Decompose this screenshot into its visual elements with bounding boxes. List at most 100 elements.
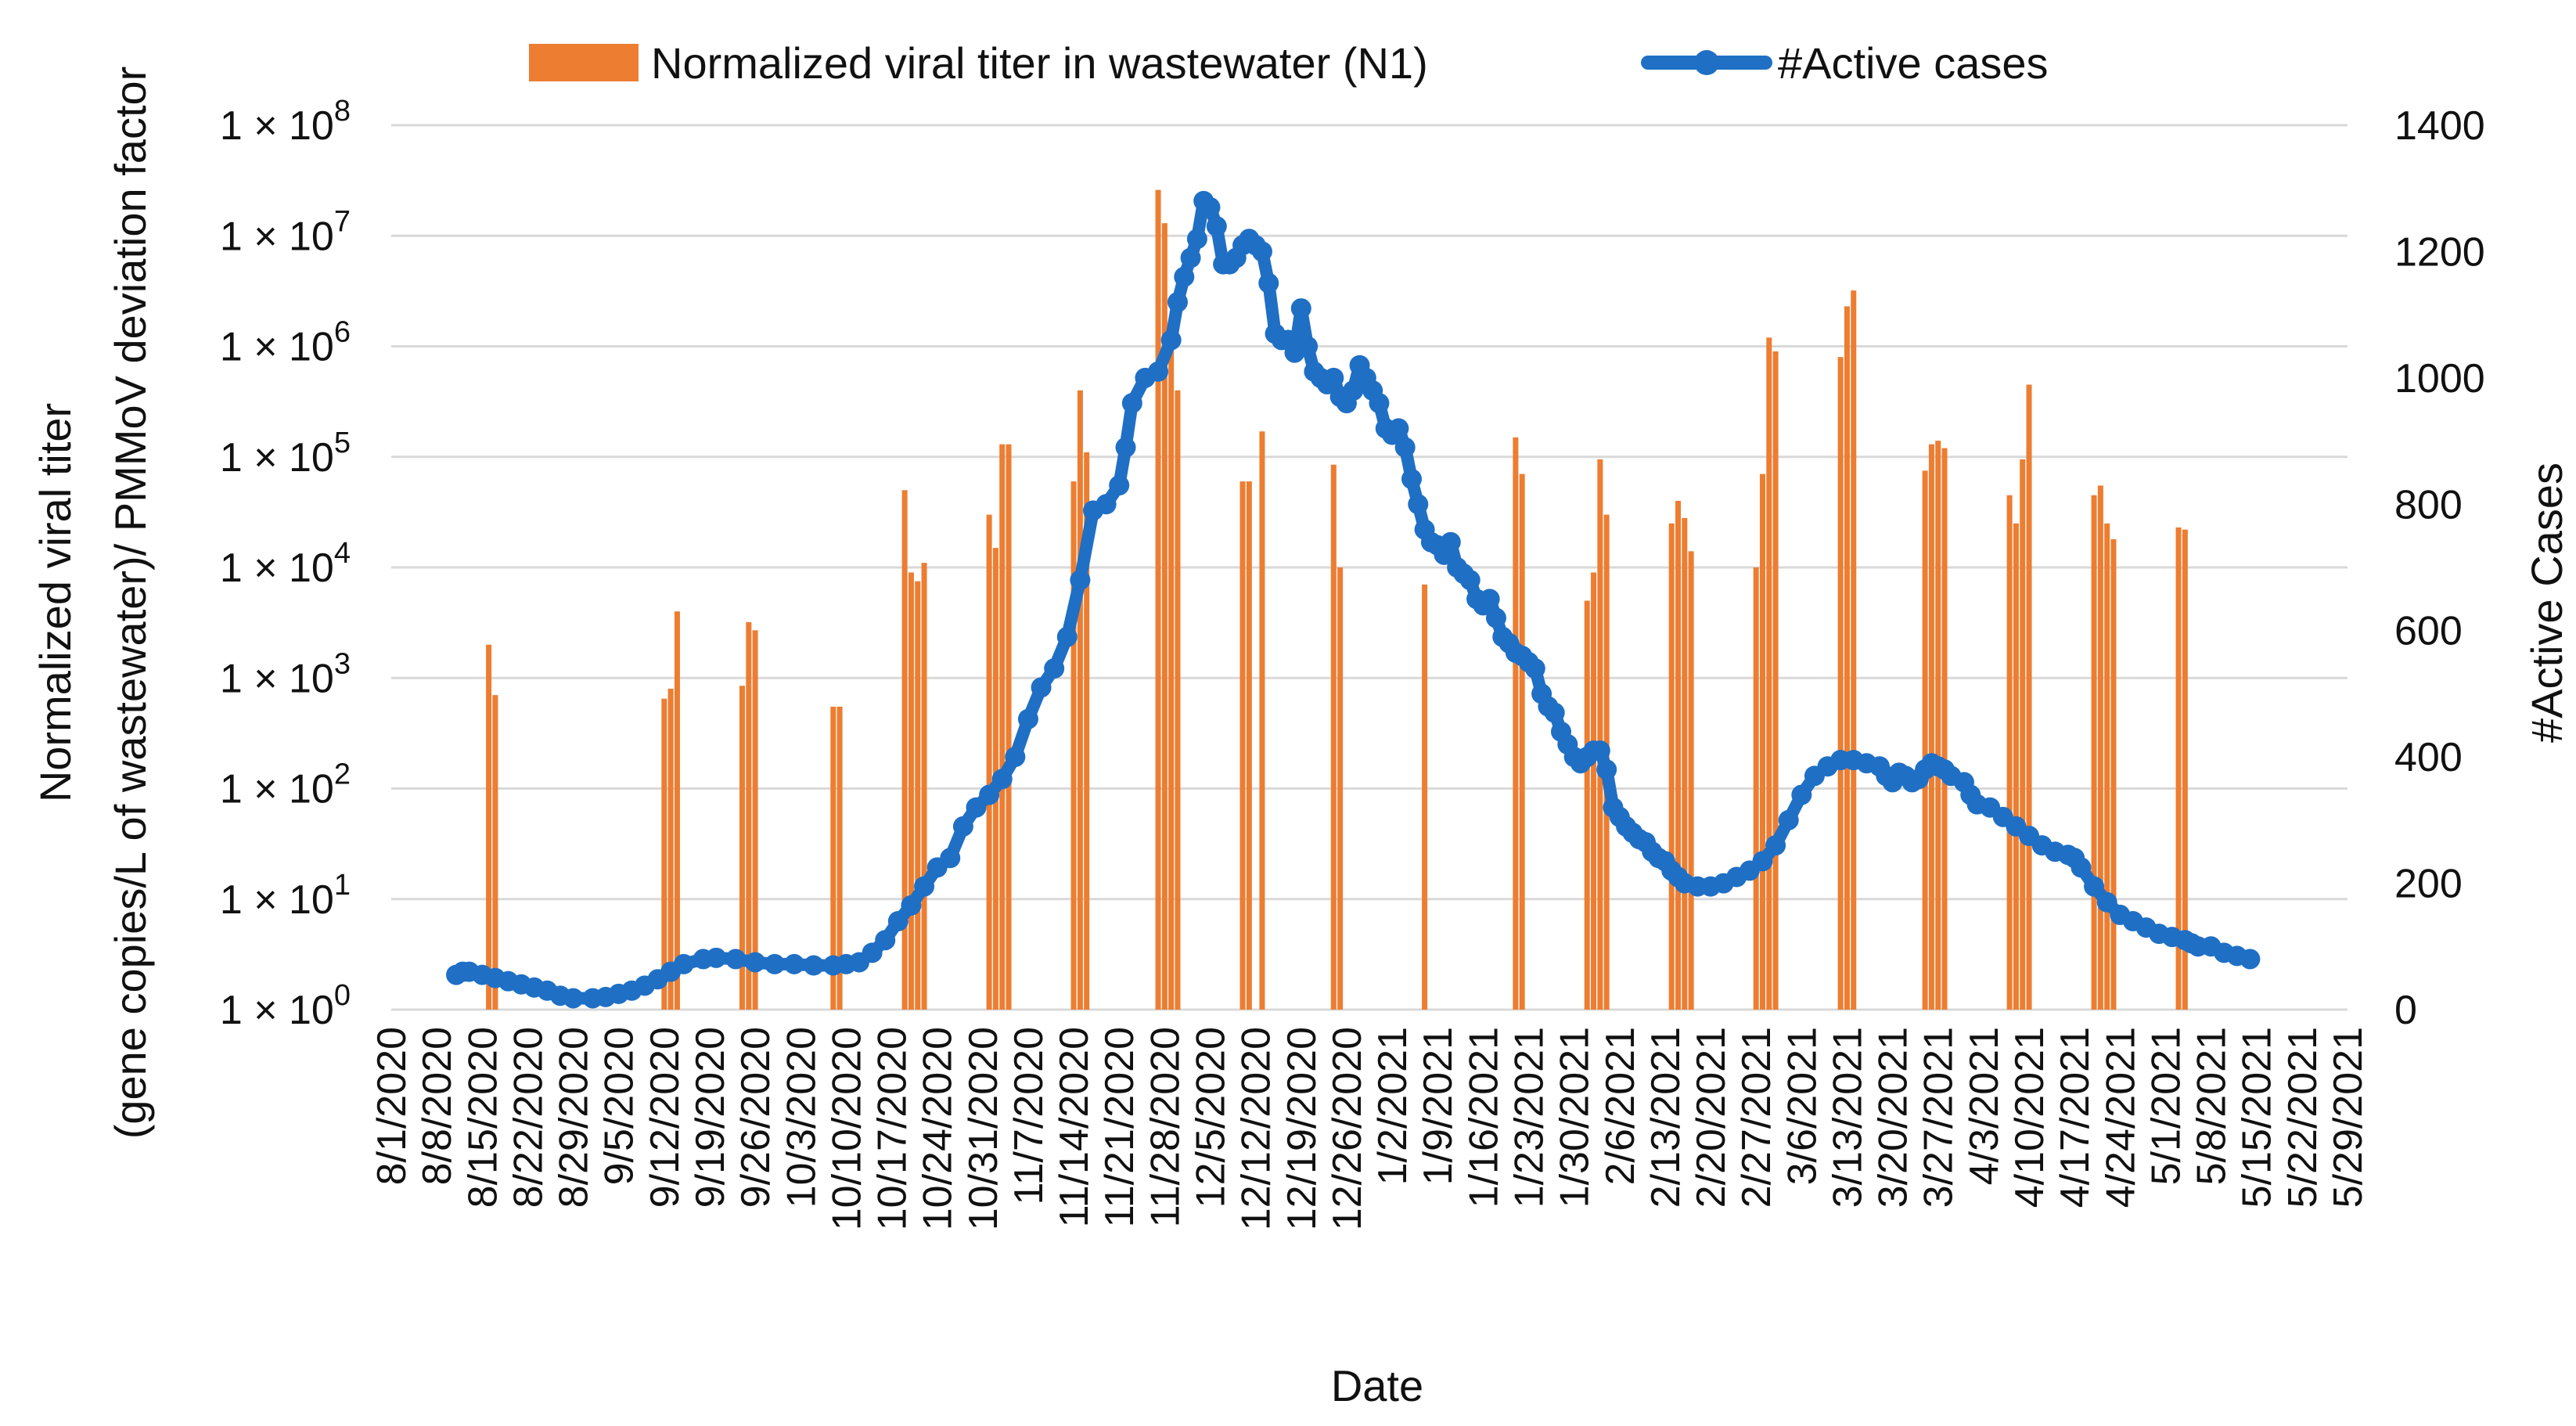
y-right-tick-7: 1400 [2394, 103, 2485, 149]
titer-bar-27 [1259, 431, 1265, 1010]
active-cases-point-60 [1206, 216, 1227, 237]
titer-bar-37 [1668, 523, 1675, 1010]
titer-bar-20 [1084, 452, 1090, 1010]
y-left-axis-title-line2: (gene copies/L of wastewater)/ PMMoV dev… [106, 67, 155, 1140]
x-tick-26: 1/30/2021 [1552, 1027, 1598, 1208]
x-tick-25: 1/23/2021 [1506, 1027, 1552, 1208]
active-cases-point-102 [1479, 589, 1500, 610]
legend: Normalized viral titer in wastewater (N1… [529, 38, 2049, 88]
titer-bar-23 [1168, 333, 1175, 1010]
titer-bar-1 [492, 695, 498, 1010]
x-tick-28: 2/13/2021 [1643, 1027, 1689, 1208]
x-tick-38: 4/24/2021 [2098, 1027, 2143, 1208]
x-tick-9: 10/3/2020 [779, 1027, 824, 1208]
active-cases-point-23 [765, 953, 786, 974]
x-tick-34: 3/27/2021 [1916, 1027, 1962, 1208]
active-cases-point-67 [1251, 241, 1272, 262]
y-right-axis-title: #Active Cases [2522, 463, 2571, 743]
active-cases-point-43 [1044, 658, 1065, 679]
active-cases-point-30 [875, 930, 896, 951]
titer-bar-14 [986, 514, 992, 1010]
titer-bar-46 [1844, 306, 1850, 1010]
x-tick-29: 2/20/2021 [1689, 1027, 1734, 1208]
titer-bar-9 [836, 706, 843, 1010]
titer-bar-34 [1591, 572, 1597, 1010]
y-right-tick-4: 800 [2394, 482, 2463, 528]
titer-bar-18 [1070, 481, 1077, 1010]
titer-bar-53 [2013, 523, 2019, 1010]
active-cases-point-91 [1408, 494, 1429, 515]
active-cases-point-73 [1290, 298, 1311, 319]
titer-bar-60 [2175, 527, 2182, 1010]
titer-bar-35 [1597, 459, 1603, 1010]
active-cases-line [446, 190, 2261, 1009]
x-tick-22: 1/2/2021 [1370, 1027, 1416, 1185]
x-tick-15: 11/14/2020 [1052, 1027, 1097, 1227]
active-cases-point-39 [991, 769, 1013, 790]
x-axis-title: Date [1331, 1361, 1423, 1410]
titer-bar-30 [1422, 584, 1428, 1010]
active-cases-point-22 [745, 952, 766, 973]
x-tick-5: 9/5/2020 [597, 1027, 642, 1185]
x-tick-10: 10/10/2020 [824, 1027, 869, 1230]
y-left-tick-8: 1 × 108 [220, 95, 351, 149]
y-right-tick-2: 400 [2394, 735, 2463, 780]
x-tick-18: 12/5/2020 [1189, 1027, 1234, 1208]
x-tick-27: 2/6/2021 [1598, 1027, 1643, 1185]
active-cases-point-78 [1323, 367, 1344, 388]
active-cases-point-172 [2096, 891, 2117, 913]
titer-bar-55 [2026, 384, 2032, 1010]
x-axis-ticks: 8/1/2020 8/8/2020 8/15/2020 8/22/2020 8/29/2… [369, 1027, 2371, 1230]
y-left-tick-5: 1 × 105 [220, 427, 351, 481]
active-cases-point-139 [1765, 835, 1786, 856]
active-cases-point-109 [1524, 658, 1545, 679]
active-cases-point-25 [803, 955, 824, 976]
active-cases-point-103 [1485, 607, 1506, 628]
active-cases-point-120 [1596, 759, 1617, 780]
active-cases-point-52 [1148, 361, 1169, 382]
titer-bar-4 [674, 611, 680, 1010]
y-left-tick-3: 1 × 103 [220, 647, 351, 701]
active-cases-point-24 [783, 953, 804, 974]
titer-bar-45 [1837, 357, 1844, 1010]
y-right-tick-3: 600 [2394, 609, 2463, 654]
active-cases-point-54 [1167, 292, 1188, 312]
x-tick-16: 11/21/2020 [1097, 1027, 1142, 1227]
y-left-tick-4: 1 × 104 [220, 537, 351, 591]
active-cases-point-170 [2071, 857, 2092, 878]
titer-bar-12 [915, 581, 921, 1010]
y-right-tick-6: 1200 [2394, 229, 2485, 275]
titer-bar-50 [1935, 441, 1941, 1010]
titer-bar-16 [999, 444, 1006, 1010]
y-left-tick-7: 1 × 107 [220, 205, 351, 259]
active-cases-point-20 [706, 947, 727, 968]
x-tick-24: 1/16/2021 [1461, 1027, 1506, 1208]
titer-bar-58 [2104, 523, 2110, 1010]
active-cases-point-21 [725, 949, 747, 970]
active-cases-point-112 [1544, 702, 1565, 723]
active-cases-point-171 [2084, 876, 2105, 897]
legend-bar-label: Normalized viral titer in wastewater (N1… [651, 38, 1428, 88]
active-cases-point-140 [1778, 809, 1799, 830]
titer-bar-47 [1851, 290, 1857, 1010]
x-tick-7: 9/19/2020 [688, 1027, 733, 1208]
titer-bar-5 [739, 686, 746, 1010]
titer-bar-22 [1161, 223, 1167, 1010]
active-cases-point-32 [901, 895, 922, 916]
titer-bar-24 [1175, 390, 1181, 1010]
active-cases-point-74 [1297, 336, 1319, 357]
x-tick-40: 5/8/2021 [2189, 1027, 2235, 1185]
active-cases-point-96 [1440, 531, 1461, 553]
titer-bar-33 [1584, 600, 1590, 1010]
active-cases-point-59 [1200, 196, 1221, 218]
x-tick-39: 5/1/2021 [2143, 1027, 2189, 1185]
active-cases-point-138 [1752, 851, 1773, 872]
gridlines [391, 124, 2348, 1011]
x-tick-6: 9/12/2020 [642, 1027, 688, 1208]
active-cases-point-119 [1589, 740, 1610, 762]
active-cases-point-42 [1031, 677, 1052, 698]
active-cases-point-10 [563, 988, 584, 1009]
titer-bar-43 [1766, 337, 1772, 1010]
active-cases-point-48 [1109, 475, 1130, 496]
